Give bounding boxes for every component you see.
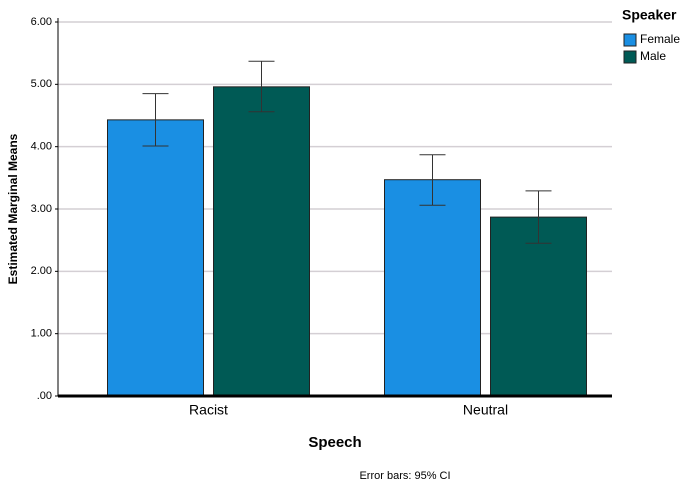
bar [107, 119, 204, 397]
y-tick-label: .00 [37, 390, 52, 402]
y-tick-label: 5.00 [31, 78, 52, 90]
x-tick-label: Neutral [463, 402, 508, 418]
bar [384, 179, 481, 397]
legend-swatch [623, 33, 637, 47]
footnote: Error bars: 95% CI [359, 470, 450, 481]
legend-label: Female [640, 32, 680, 46]
y-tick-label: 2.00 [31, 265, 52, 277]
y-axis-label: Estimated Marginal Means [6, 133, 20, 284]
bar [213, 86, 310, 397]
y-tick-label: 6.00 [31, 16, 52, 28]
y-tick-label: 1.00 [31, 328, 52, 340]
y-tick-label: 3.00 [31, 203, 52, 215]
y-tick-label: 4.00 [31, 141, 52, 153]
x-axis-label: Speech [308, 434, 361, 451]
legend-label: Male [640, 49, 666, 63]
legend-swatch [623, 50, 637, 64]
legend-title: Speaker [622, 7, 677, 23]
bar [490, 216, 587, 397]
x-tick-label: Racist [189, 402, 228, 418]
